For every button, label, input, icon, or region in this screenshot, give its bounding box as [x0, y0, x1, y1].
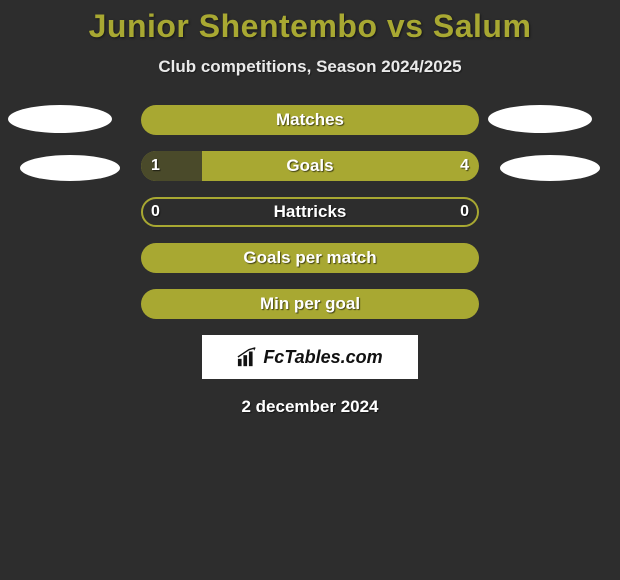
stat-bar: [141, 105, 479, 135]
logo-box: FcTables.com: [202, 335, 418, 379]
bars-icon: [237, 347, 259, 367]
player-ellipse: [20, 155, 120, 181]
chart-area: MatchesGoals14Hattricks00Goals per match…: [0, 105, 620, 319]
stat-value-right: 0: [460, 203, 469, 221]
stat-row: Goals per match: [141, 243, 479, 273]
logo-text: FcTables.com: [263, 347, 382, 368]
stat-row: Matches: [141, 105, 479, 135]
stat-bar-outline: [141, 197, 479, 227]
comparison-subtitle: Club competitions, Season 2024/2025: [0, 57, 620, 77]
stat-row: Min per goal: [141, 289, 479, 319]
player-ellipse: [488, 105, 592, 133]
stat-value-left: 0: [151, 203, 160, 221]
stat-value-right: 4: [460, 157, 469, 175]
stat-bar: [141, 243, 479, 273]
player-ellipse: [8, 105, 112, 133]
comparison-title: Junior Shentembo vs Salum: [0, 0, 620, 45]
player-ellipse: [500, 155, 600, 181]
stat-bar: [141, 289, 479, 319]
stat-value-left: 1: [151, 157, 160, 175]
stat-row: Hattricks00: [141, 197, 479, 227]
stat-row: Goals14: [141, 151, 479, 181]
snapshot-date: 2 december 2024: [0, 397, 620, 417]
